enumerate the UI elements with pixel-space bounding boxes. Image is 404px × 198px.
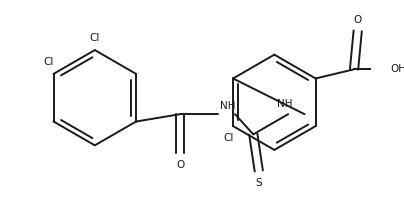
Text: O: O xyxy=(176,160,184,170)
Text: Cl: Cl xyxy=(223,133,234,143)
Text: Cl: Cl xyxy=(90,33,100,43)
Text: Cl: Cl xyxy=(44,57,54,67)
Text: S: S xyxy=(255,178,262,188)
Text: OH: OH xyxy=(391,64,404,74)
Text: O: O xyxy=(354,15,362,25)
Text: NH: NH xyxy=(220,101,236,110)
Text: NH: NH xyxy=(277,99,292,109)
